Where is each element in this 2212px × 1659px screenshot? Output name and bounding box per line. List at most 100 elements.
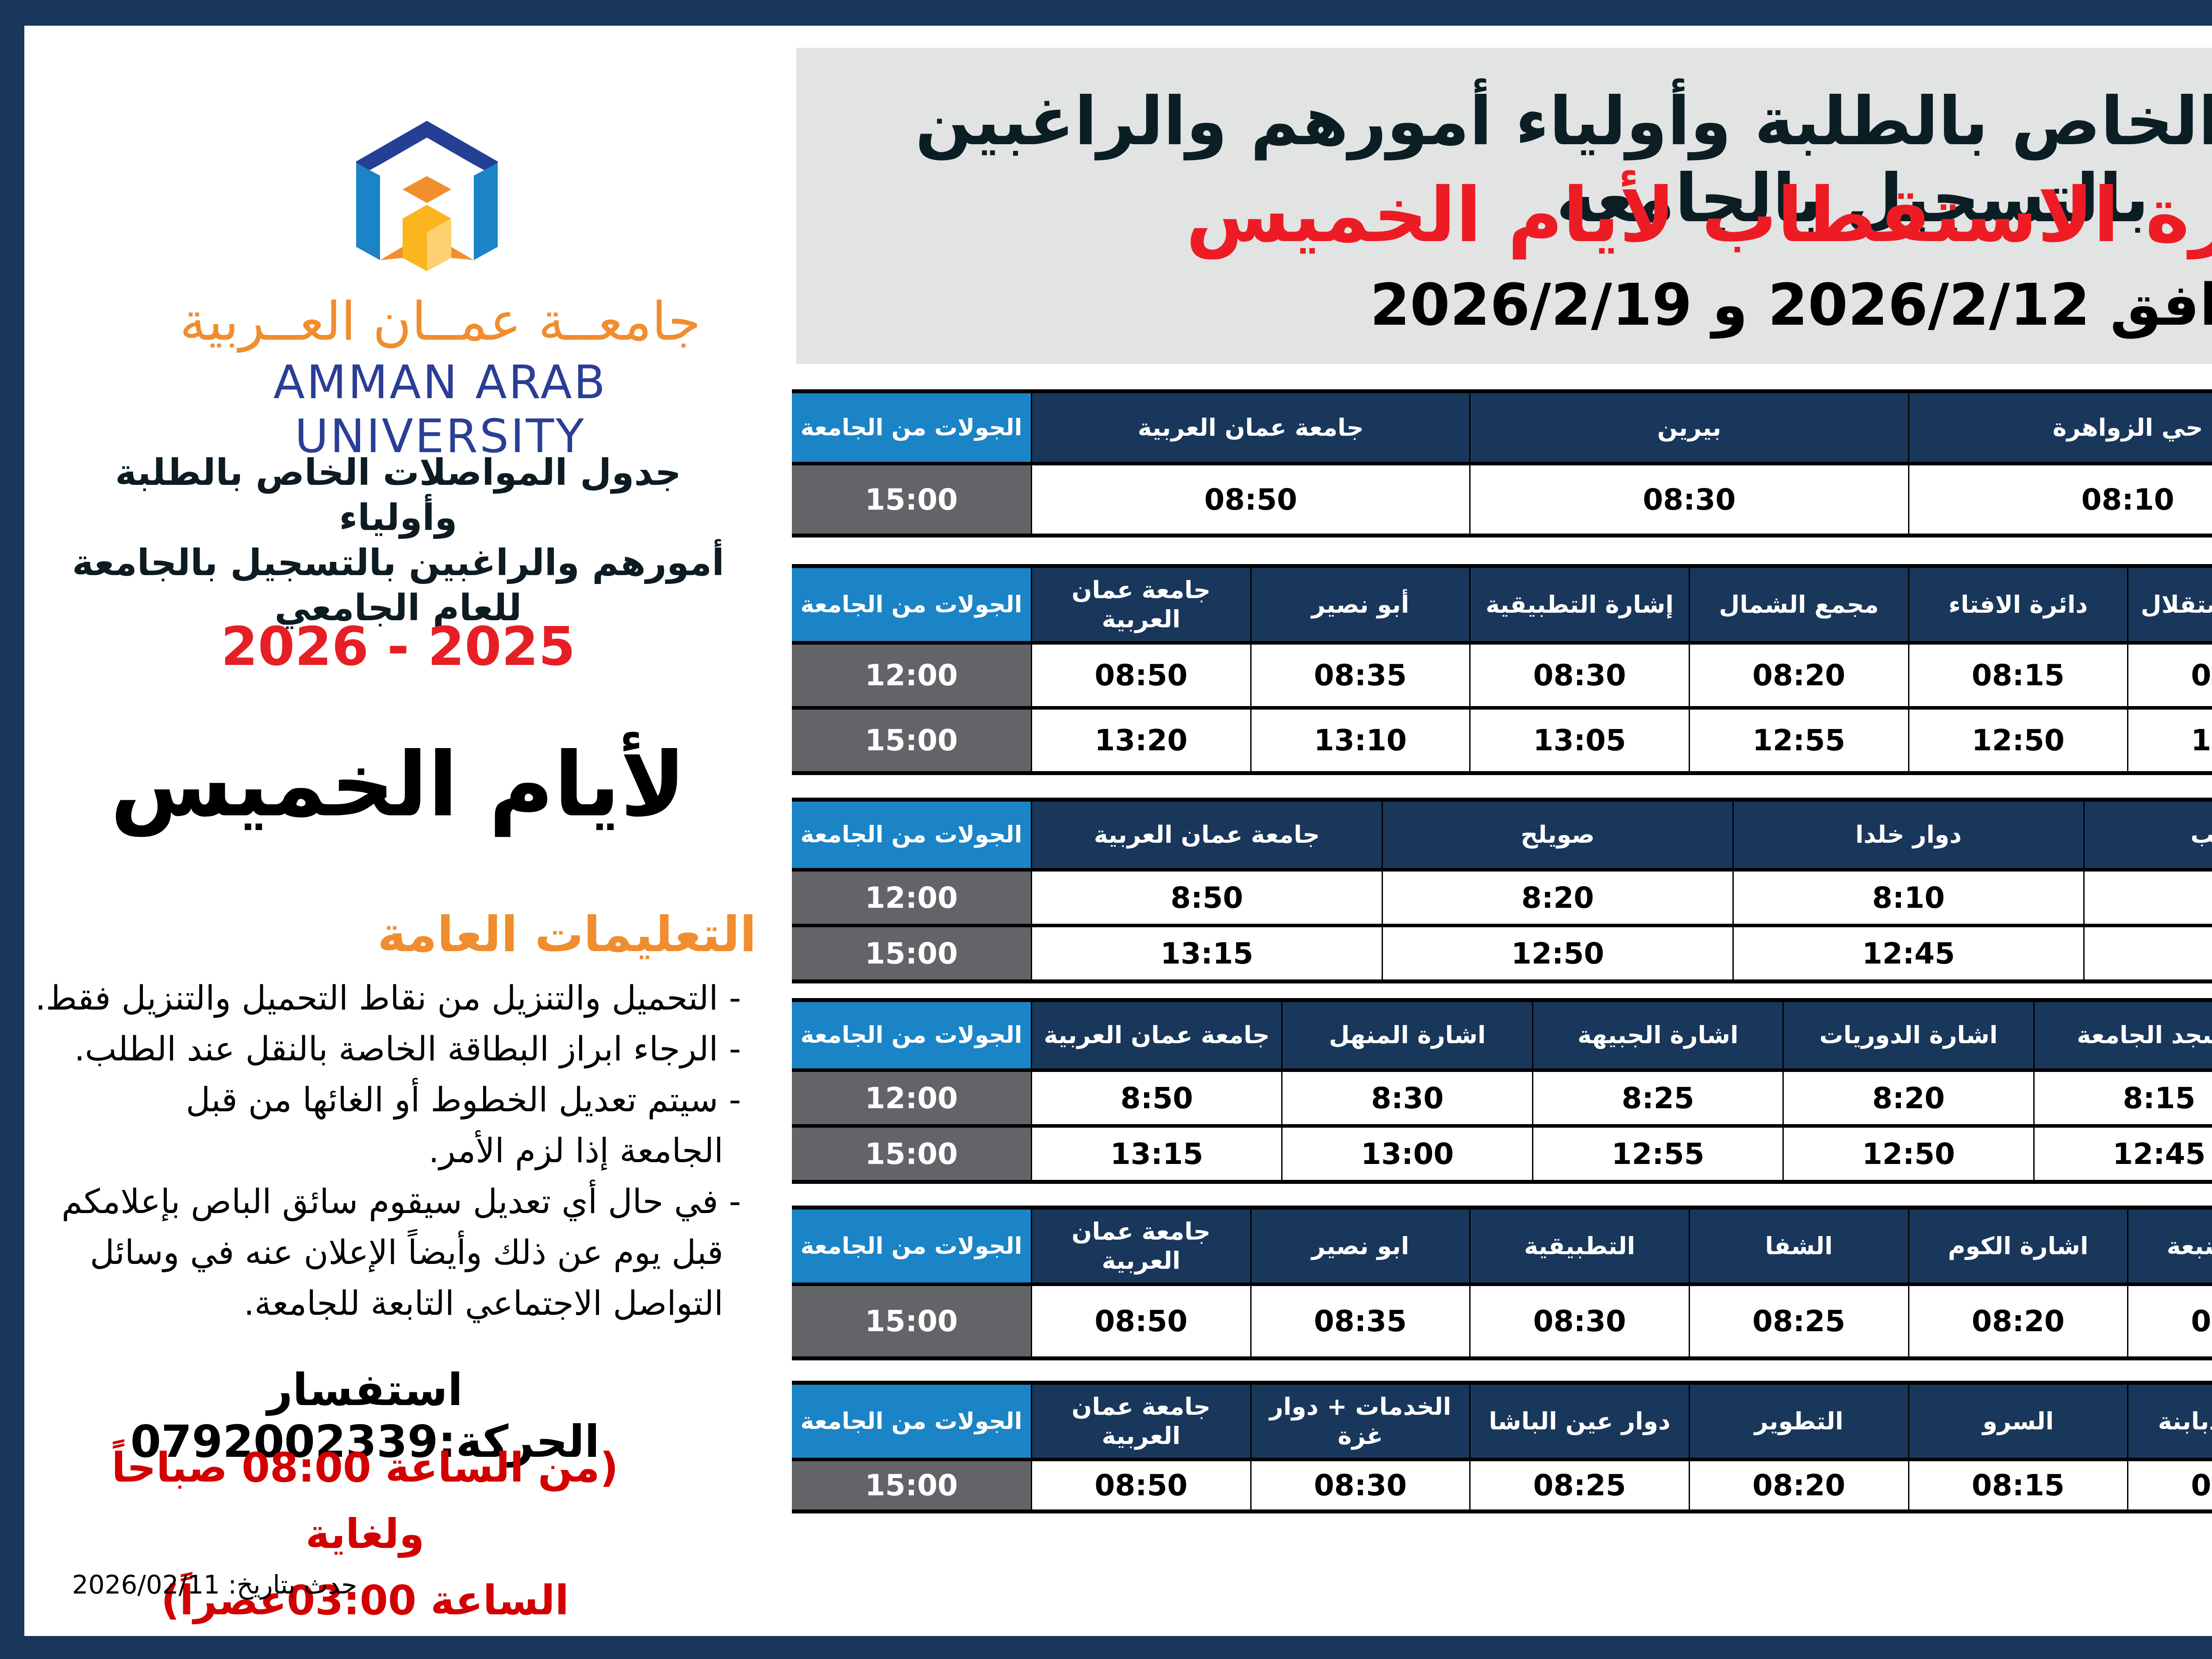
logo-arabic-name: جامعــة عمــان العــربية: [179, 291, 701, 353]
return-trip-time: 15:00: [792, 1286, 1031, 1356]
stop-name: حي الزواهرة: [1908, 393, 2212, 462]
departure-time: 08:15: [1908, 645, 2128, 706]
departure-time: 08:35: [1250, 1286, 1470, 1356]
route-table: السلطمجمع السلطجسر السلالمإشارة الدبابنة…: [792, 1381, 2212, 1513]
stop-name: إشارة التطبيقية: [1469, 568, 1689, 641]
panel-title-line: للعام الجامعي: [274, 587, 522, 629]
route-table: رغدانمجمع رغدان / كفتيريا الاكابرجسر الم…: [792, 564, 2212, 775]
departure-time: 08:30: [1469, 465, 1908, 534]
return-trip-time: 15:00: [792, 465, 1031, 534]
stops-header-row: مختار مولمستشفى الجامعةمسجد الجامعةاشارة…: [792, 1002, 2212, 1072]
stop-name: التطبيقية: [1469, 1210, 1689, 1283]
contact-hours-line: (من الساعة 08:00 صباحاً ولغاية: [111, 1444, 618, 1558]
university-logo-icon: [356, 121, 498, 271]
schedule-poster: جامعــة عمــان العــربية AMMAN ARAB UNIV…: [24, 26, 2212, 1636]
trips-header: الجولات من الجامعة: [792, 568, 1031, 641]
stop-name: صويلح: [1382, 802, 1732, 868]
return-trip-time: 12:00: [792, 1072, 1031, 1124]
timetable-row: 08:0008:1008:1008:2008:2508:3008:3508:50…: [792, 1286, 2212, 1356]
trips-header: الجولات من الجامعة: [792, 802, 1031, 868]
stop-name: اشارة الدوريات: [1782, 1002, 2033, 1068]
departure-time: 08:50: [1031, 1286, 1250, 1356]
header-subtitle: خلال فترة الاستقطاب لأيام الخميس: [1186, 172, 2212, 259]
header-dates: الموافق 2026/2/12 و 2026/2/19: [1370, 271, 2212, 338]
departure-time: 8:10: [1732, 872, 2083, 924]
departure-time: 08:35: [1250, 645, 1470, 706]
instruction-item: قبل يوم عن ذلك وأيضاً الإعلان عنه في وسا…: [90, 1233, 723, 1272]
route-table: الدوار الثامنالدوار الثامندوار الشعبدوار…: [792, 798, 2212, 983]
instruction-item: - في حال أي تعديل سيقوم سائق الباص بإعلا…: [61, 1182, 741, 1221]
departure-time: 08:10: [2127, 1461, 2212, 1509]
trips-header: الجولات من الجامعة: [792, 1385, 1031, 1458]
departure-time: 13:15: [1031, 1128, 1282, 1180]
departure-time: 8:05: [2083, 872, 2212, 924]
instruction-item: - التحميل والتنزيل من نقاط التحميل والتن…: [35, 978, 741, 1018]
departure-time: 08:10: [1908, 465, 2212, 534]
departure-time: 8:20: [1782, 1072, 2033, 1124]
route-grid: مختار مولمستشفى الجامعةمسجد الجامعةاشارة…: [792, 1002, 2212, 1180]
stops-header-row: مجمع السلطجسر السلالمإشارة الدبابنةالسرو…: [792, 1385, 2212, 1461]
departure-time: 08:25: [1469, 1461, 1689, 1509]
stop-name: إشارة الدبابنة: [2127, 1385, 2212, 1458]
departure-time: 08:10: [2127, 1286, 2212, 1356]
trips-header: الجولات من الجامعة: [792, 1210, 1031, 1283]
stops-header-row: مجمع رغدان / كفتيريا الاكابرجسر المربطمح…: [792, 568, 2212, 645]
stop-name: الشفا: [1688, 1210, 1908, 1283]
stop-name: جامعة عمان العربية: [1031, 1210, 1250, 1283]
departure-time: 08:50: [1031, 1461, 1250, 1509]
departure-time: 8:20: [1382, 872, 1732, 924]
return-trip-time: 15:00: [792, 1128, 1031, 1180]
route-grid: اشارة مستشفى حمزةكوخ الشرطةإشارة النبعةا…: [792, 1210, 2212, 1356]
departure-time: 08:20: [1688, 645, 1908, 706]
info-panel: جامعــة عمــان العــربية AMMAN ARAB UNIV…: [24, 26, 759, 1636]
departure-time: 08:30: [1469, 1286, 1689, 1356]
departure-time: 08:30: [1250, 1461, 1470, 1509]
instructions-list: - التحميل والتنزيل من نقاط التحميل والتن…: [35, 972, 741, 1329]
route-grid: مجمع رغدان / كفتيريا الاكابرجسر المربطمح…: [792, 568, 2212, 771]
departure-time: 12:40: [2083, 927, 2212, 979]
route-table: الزرقاءمجمع الزرقاء الجديدحي الزواهرةبير…: [792, 389, 2212, 538]
header-title: جدول المواصلات الخاص بالطلبة وأولياء أمو…: [915, 83, 2212, 237]
departure-time: 8:50: [1031, 1072, 1282, 1124]
departure-time: 08:25: [1688, 1286, 1908, 1356]
departure-time: 8:25: [1532, 1072, 1783, 1124]
stop-name: جامعة عمان العربية: [1031, 568, 1250, 641]
return-trip-time: 15:00: [792, 710, 1031, 771]
return-trip-time: 12:00: [792, 872, 1031, 924]
departure-time: 08:30: [1469, 645, 1689, 706]
departure-time: 12:45: [2127, 710, 2212, 771]
stop-name: جامعة عمان العربية: [1031, 1002, 1281, 1068]
departure-time: 13:20: [1031, 710, 1250, 771]
instruction-item: - سيتم تعديل الخطوط أو الغائها من قبل: [186, 1080, 741, 1119]
departure-time: 12:50: [1908, 710, 2128, 771]
stop-name: جامعة عمان العربية: [1031, 1385, 1250, 1458]
departure-time: 13:15: [1031, 927, 1382, 979]
stop-name: اشارة المنهل: [1281, 1002, 1532, 1068]
panel-title-line: أمورهم والراغبين بالتسجيل بالجامعة: [72, 542, 725, 584]
departure-time: 08:10: [2127, 645, 2212, 706]
trips-header: الجولات من الجامعة: [792, 393, 1031, 462]
stop-name: الخدمات + دوار غزة: [1250, 1385, 1470, 1458]
stop-name: مسجد الجامعة: [2033, 1002, 2212, 1068]
academic-year: 2026 - 2025: [221, 616, 576, 678]
departure-time: 08:15: [1908, 1461, 2128, 1509]
departure-time: 13:05: [1469, 710, 1689, 771]
departure-time: 8:15: [2033, 1072, 2212, 1124]
route-grid: مجمع الزرقاء الجديدحي الزواهرةبيرينجامعة…: [792, 393, 2212, 534]
route-table: طبربوراشارة مستشفى حمزةكوخ الشرطةإشارة ا…: [792, 1206, 2212, 1360]
departure-time: 12:55: [1688, 710, 1908, 771]
departure-time: 8:50: [1031, 872, 1382, 924]
instruction-item: الجامعة إذا لزم الأمر.: [428, 1131, 723, 1170]
stop-name: مجمع الشمال: [1688, 568, 1908, 641]
stops-header-row: مجمع الزرقاء الجديدحي الزواهرةبيرينجامعة…: [792, 393, 2212, 465]
stop-name: جامعة عمان العربية: [1031, 802, 1382, 868]
departure-time: 08:20: [1688, 1461, 1908, 1509]
departure-time: 12:50: [1782, 1128, 2033, 1180]
panel-title: جدول المواصلات الخاص بالطلبة وأولياء أمو…: [60, 450, 737, 631]
instructions-title: التعليمات العامة: [377, 906, 757, 963]
timetable-row: 12:3512:4012:4512:5012:5513:0513:1013:20…: [792, 706, 2212, 771]
departure-time: 13:00: [1281, 1128, 1532, 1180]
contact-hours: (من الساعة 08:00 صباحاً ولغاية الساعة 03…: [51, 1435, 679, 1634]
stop-name: اشارة الجبيهة: [1532, 1002, 1782, 1068]
